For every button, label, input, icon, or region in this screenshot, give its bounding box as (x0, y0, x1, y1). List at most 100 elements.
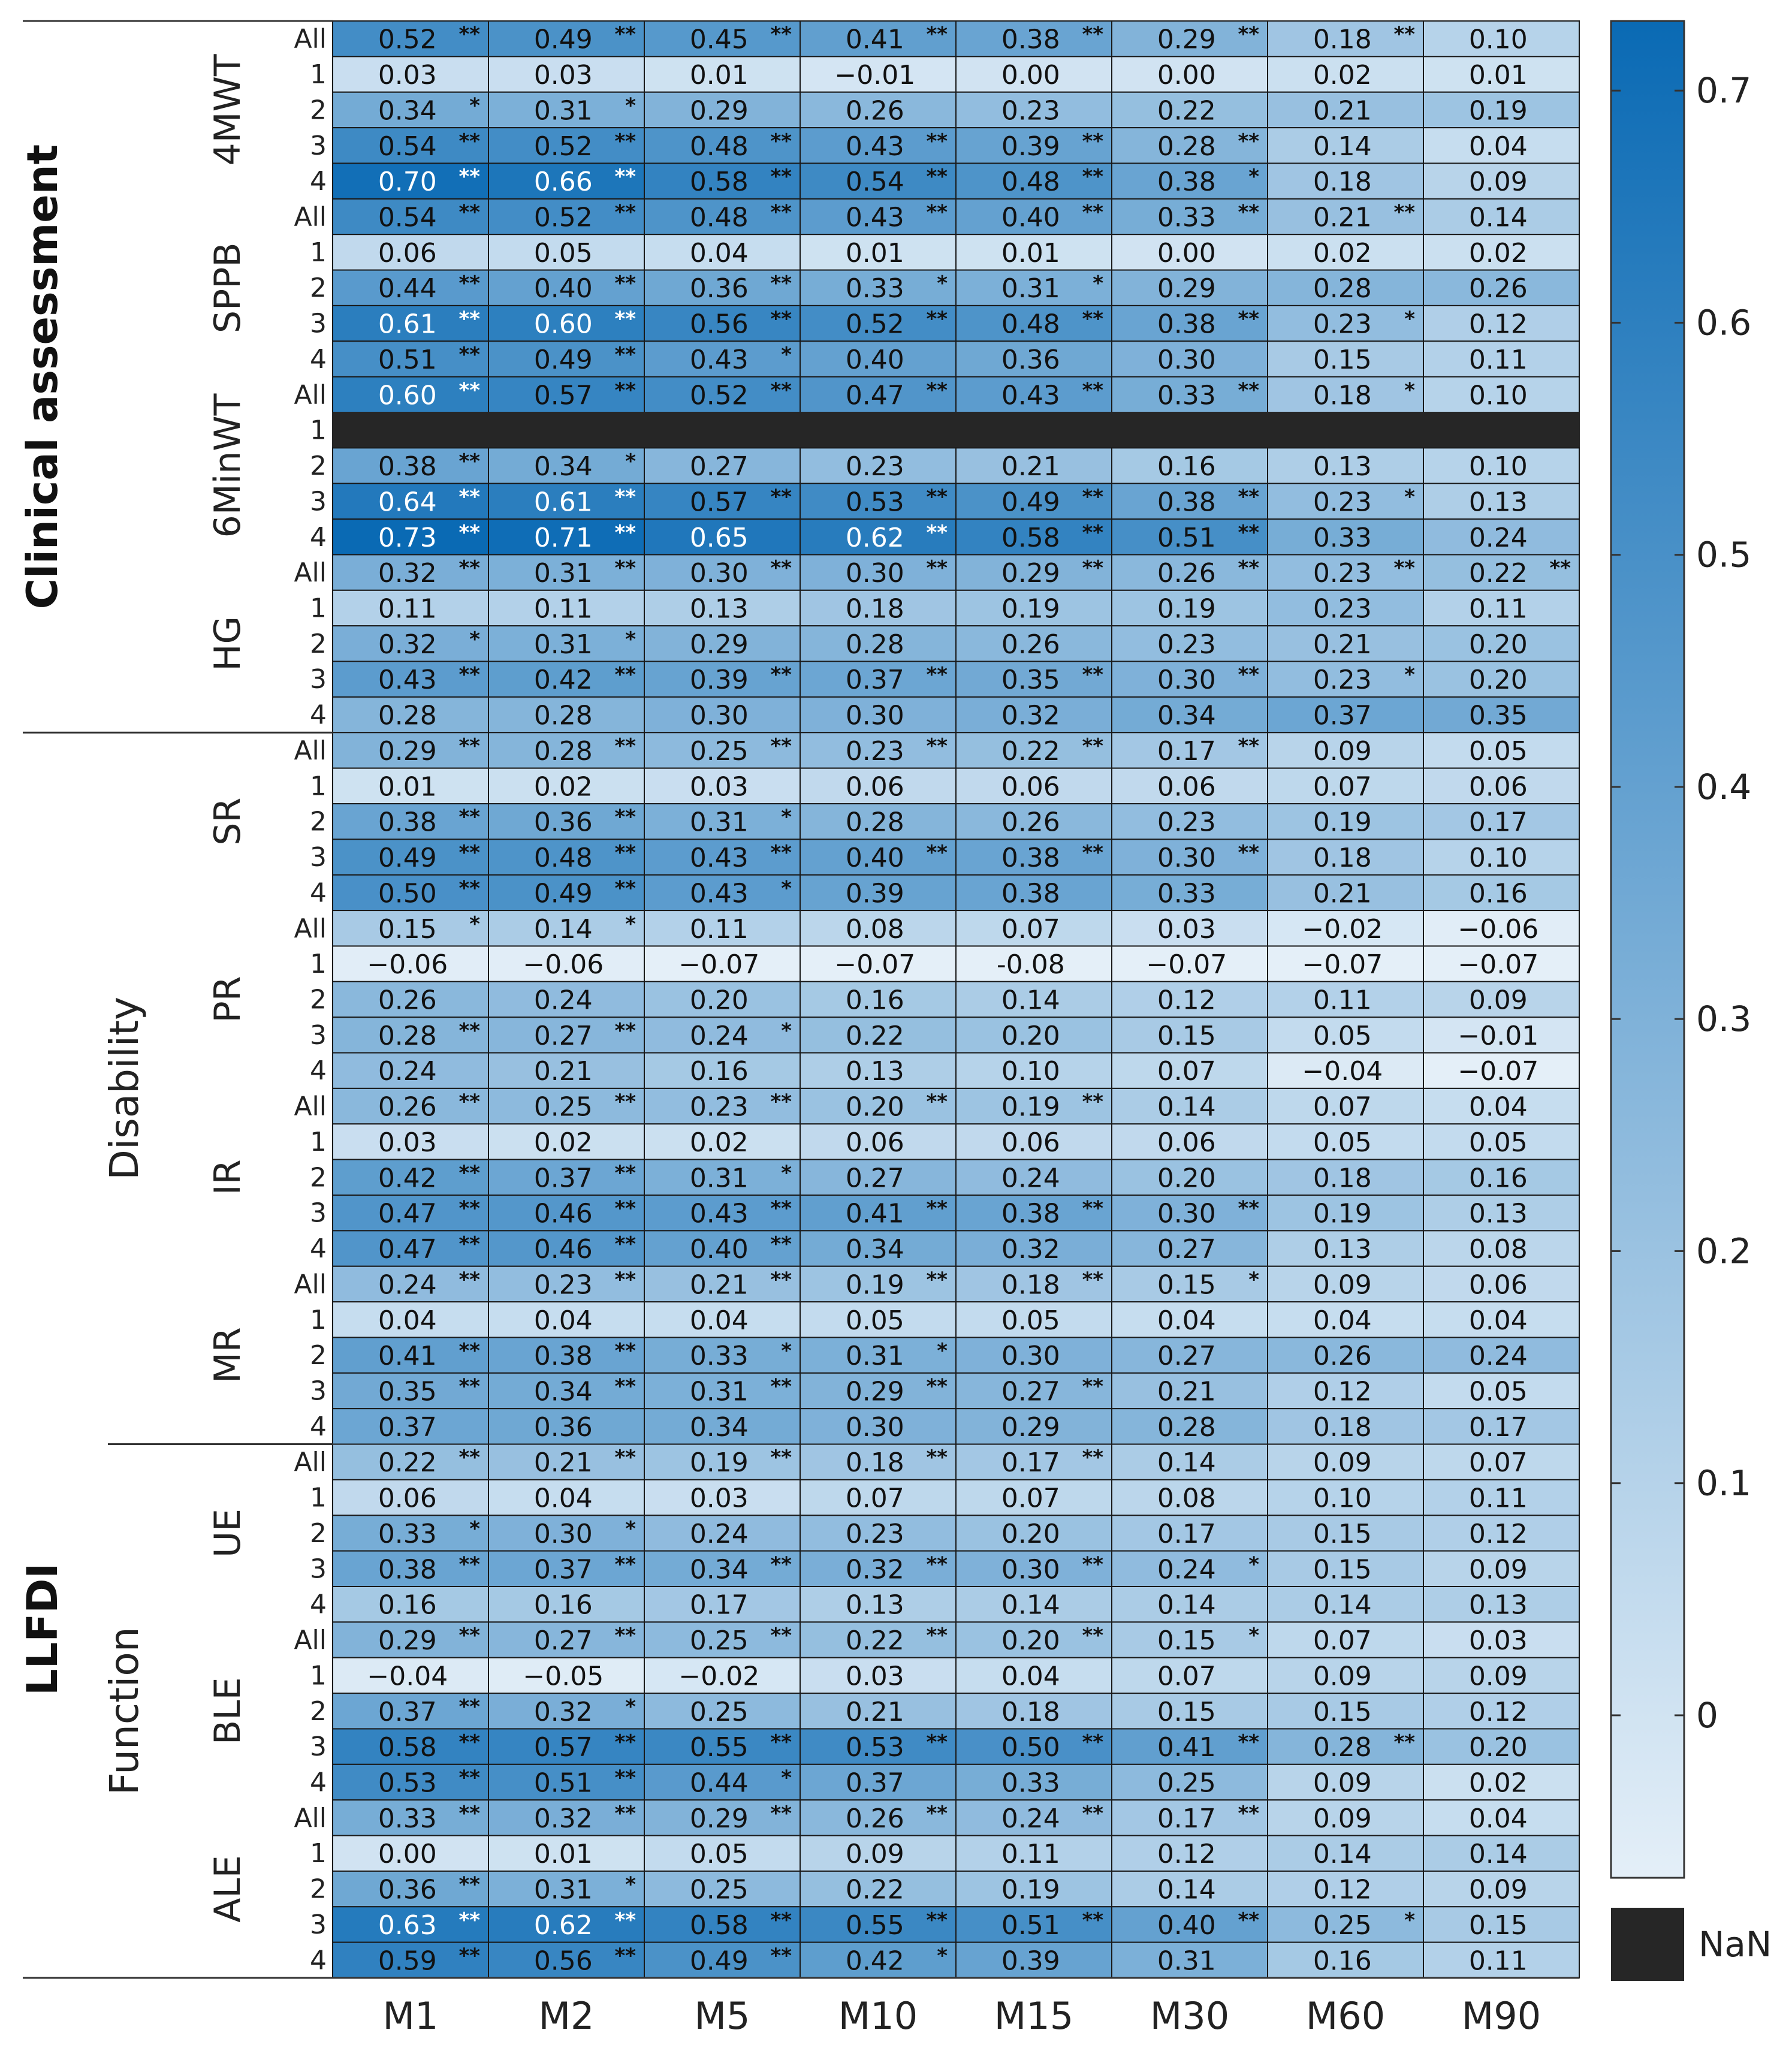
significance-marker: ** (770, 165, 792, 189)
significance-marker: * (781, 1019, 792, 1043)
heatmap-cell (800, 1372, 957, 1410)
significance-marker: ** (1082, 165, 1103, 189)
significance-marker: ** (1082, 1908, 1103, 1932)
row-label: 4 (310, 877, 327, 908)
cell-value: 0.28 (1157, 131, 1216, 162)
heatmap-cell (332, 1017, 489, 1054)
row-label: 3 (310, 842, 327, 873)
cell-value: 0.37 (534, 1163, 593, 1193)
heatmap-cell (800, 1087, 957, 1125)
cell-value: 0.19 (690, 1447, 749, 1478)
cell-value: 0.08 (846, 914, 904, 945)
cell-value: 0.51 (534, 1768, 593, 1799)
cell-value: 0.05 (690, 1839, 749, 1869)
cell-value: 0.13 (1469, 1199, 1528, 1229)
cell-value: 0.44 (378, 273, 437, 304)
nan-legend-swatch (1611, 1908, 1684, 1981)
cell-value: 0.14 (1157, 1875, 1216, 1905)
cell-value: 0.39 (846, 878, 904, 909)
cell-value: 0.40 (690, 1234, 749, 1265)
significance-marker: ** (614, 485, 636, 509)
heatmap-cell (1423, 1657, 1580, 1694)
heatmap-cell (955, 1799, 1112, 1836)
cell-value: 0.28 (1313, 1732, 1372, 1763)
cell-value: 0.33 (846, 273, 904, 304)
significance-marker: ** (926, 521, 948, 545)
cell-value: 0.12 (1313, 1377, 1372, 1407)
heatmap-cell (1267, 91, 1424, 129)
heatmap-cell (332, 1159, 489, 1196)
cell-value: 0.61 (534, 487, 593, 517)
cell-value: 0.32 (1001, 1234, 1060, 1265)
cell-value: 0.22 (846, 1625, 904, 1656)
cell-value: 0.30 (1157, 843, 1216, 873)
heatmap-cell (1423, 1052, 1580, 1089)
heatmap-cell (1111, 839, 1268, 876)
significance-marker: * (1404, 485, 1415, 509)
heatmap-cell (800, 1159, 957, 1196)
heatmap-cell (332, 234, 489, 271)
significance-marker: ** (926, 1802, 948, 1826)
heatmap-cell (955, 874, 1112, 912)
row-label: 2 (310, 985, 327, 1015)
significance-marker: ** (1082, 1268, 1103, 1292)
cell-value: 0.09 (1469, 167, 1528, 197)
cell-value: 0.13 (690, 594, 749, 625)
cell-value: 0.14 (1001, 1590, 1060, 1621)
significance-marker: ** (614, 1232, 636, 1256)
cell-value: 0.52 (378, 25, 437, 55)
significance-marker: ** (458, 806, 480, 830)
group-label: ALE (207, 1855, 249, 1922)
heatmap-cell (1423, 767, 1580, 804)
row-label: 1 (310, 1127, 327, 1157)
cell-value: 0.06 (1001, 771, 1060, 802)
row-label: All (294, 24, 327, 55)
cell-value: 0.05 (1469, 736, 1528, 767)
cell-value: 0.09 (1313, 736, 1372, 767)
cell-value: 0.23 (846, 1519, 904, 1549)
cell-value: 0.40 (846, 345, 904, 375)
column-label: M15 (994, 1994, 1073, 2038)
cell-value: 0.02 (1313, 60, 1372, 91)
cell-value: 0.51 (1001, 1910, 1060, 1941)
significance-marker: ** (614, 841, 636, 865)
heatmap-cell-nan (332, 412, 489, 449)
heatmap-cell (644, 1052, 801, 1089)
cell-value: 0.34 (378, 95, 437, 126)
significance-marker: ** (1082, 1375, 1103, 1399)
cell-value: −0.04 (1302, 1056, 1383, 1087)
heatmap-cell (488, 839, 645, 876)
row-label: 2 (310, 95, 327, 125)
heatmap-cell (644, 1621, 801, 1658)
heatmap-cell (644, 1835, 801, 1872)
heatmap-cell (488, 910, 645, 947)
significance-marker: ** (1393, 23, 1415, 47)
heatmap-cell (1267, 696, 1424, 734)
significance-marker: * (625, 93, 636, 117)
heatmap-cell (332, 1515, 489, 1552)
row-label: 4 (310, 1233, 327, 1264)
cell-value: −0.07 (1302, 949, 1383, 980)
significance-marker: ** (458, 1552, 480, 1576)
cell-value: 0.02 (1469, 238, 1528, 269)
heatmap-cell (800, 1550, 957, 1588)
cell-value: 0.20 (1469, 665, 1528, 695)
significance-marker: ** (614, 1019, 636, 1043)
heatmap-cell (1111, 589, 1268, 627)
row-label: 3 (310, 1732, 327, 1762)
cell-value: 0.26 (1001, 807, 1060, 838)
significance-marker: ** (1082, 485, 1103, 509)
significance-marker: ** (770, 1908, 792, 1932)
significance-marker: ** (614, 129, 636, 153)
cell-value: 0.04 (690, 238, 749, 269)
heatmap-cell (644, 269, 801, 306)
cell-value: 0.19 (1469, 95, 1528, 126)
cell-value: 0.23 (1313, 665, 1372, 695)
significance-marker: ** (614, 521, 636, 545)
cell-value: 0.43 (690, 345, 749, 375)
cell-value: 0.25 (690, 1875, 749, 1905)
heatmap-cell (955, 1906, 1112, 1943)
cell-value: 0.11 (1469, 1483, 1528, 1514)
cell-value: 0.23 (690, 1092, 749, 1123)
